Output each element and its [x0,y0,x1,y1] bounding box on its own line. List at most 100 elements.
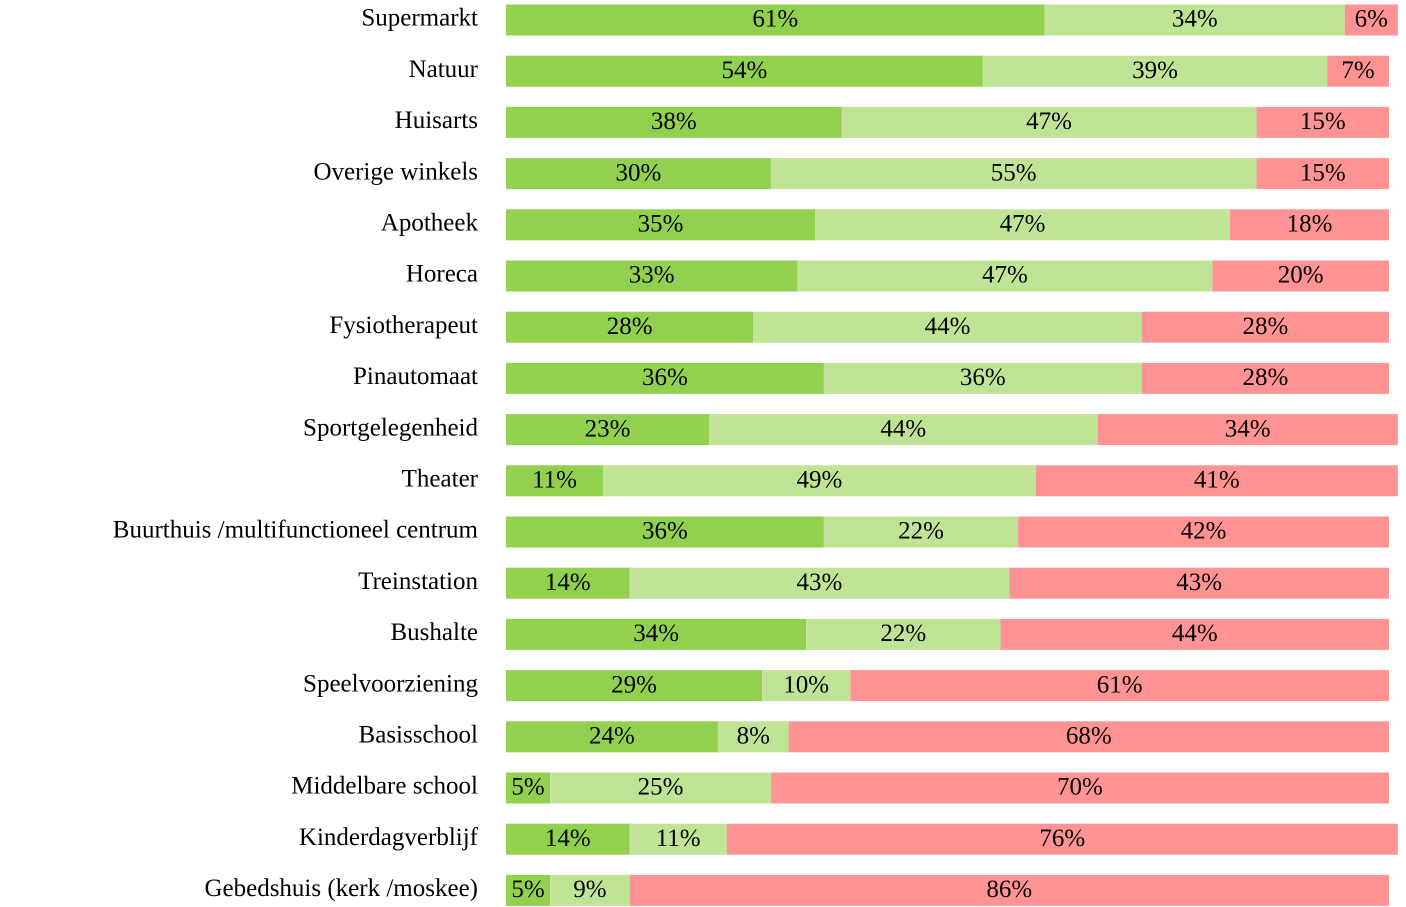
bar-segment [1044,4,1345,36]
bar-segment [1212,260,1389,292]
value-label: 55% [991,159,1037,186]
bar-segment [506,209,816,241]
value-label: 14% [545,825,591,852]
category-label: Buurthuis /multifunctioneel centrum [113,517,479,544]
category-label: Gebedshuis (kerk /moskee) [204,875,478,902]
value-label: 43% [797,569,843,596]
value-label: 28% [607,313,653,340]
bar-segment [726,823,1398,855]
value-label: 36% [642,518,688,545]
bar-segment [717,721,789,753]
bar-segment [1230,209,1389,241]
value-label: 36% [960,364,1006,391]
value-label: 38% [651,108,697,135]
bar-segment [1018,516,1389,548]
value-label: 47% [1026,108,1072,135]
bar-segment [506,772,551,804]
bar-segment [788,721,1389,753]
bar-segment [770,158,1257,190]
bar-segment [629,823,727,855]
bar-segment [1141,362,1389,394]
bar-segment [770,772,1389,804]
bar-segment [797,260,1213,292]
value-label: 39% [1132,57,1178,84]
bar-segment [815,209,1231,241]
value-label: 8% [737,723,770,750]
bar-segment [506,55,983,87]
category-label: Overige winkels [313,158,478,185]
bar-segment [506,823,630,855]
value-label: 22% [880,620,926,647]
value-label: 30% [616,159,662,186]
bar-segment [506,516,824,548]
bar-segment [506,465,604,497]
value-label: 41% [1194,467,1240,494]
bar-segment [506,670,763,702]
value-label: 15% [1300,159,1346,186]
bar-segment [506,874,551,906]
value-label: 42% [1181,518,1227,545]
value-label: 24% [589,723,635,750]
bar-segment [506,721,718,753]
bar-segment [506,414,710,446]
bar-segment [506,362,824,394]
bar-segment [506,618,807,650]
value-label: 6% [1355,6,1388,33]
value-label: 22% [898,518,944,545]
bar-segment [806,618,1001,650]
category-label: Pinautomaat [353,363,478,390]
bar-segment [550,874,630,906]
value-label: 11% [532,467,577,494]
category-label: Kinderdagverblijf [299,824,479,851]
category-label: Fysiotherapeut [329,312,478,339]
value-label: 70% [1057,774,1103,801]
bar-segment [823,362,1142,394]
value-label: 23% [585,415,631,442]
value-label: 14% [545,569,591,596]
value-label: 34% [1225,415,1271,442]
value-label: 68% [1066,723,1112,750]
value-label: 9% [573,876,606,903]
bar-segment [753,311,1142,343]
category-label: Horeca [406,261,478,288]
value-label: 61% [752,6,798,33]
value-label: 18% [1287,211,1333,238]
value-label: 54% [721,57,767,84]
bar-segment [506,158,771,190]
category-label: Theater [402,466,479,493]
value-label: 34% [633,620,679,647]
bar-segment [1256,106,1389,138]
value-label: 36% [642,364,688,391]
value-label: 33% [629,262,675,289]
value-label: 5% [511,774,544,801]
bar-segment [762,670,851,702]
value-label: 86% [986,876,1032,903]
category-label: Sportgelegenheid [303,414,478,441]
bar-segment [629,874,1389,906]
value-label: 61% [1097,671,1143,698]
value-label: 44% [880,415,926,442]
category-label: Apotheek [381,210,479,237]
bar-segment [506,311,754,343]
bar-segment [709,414,1098,446]
bar-segment [850,670,1389,702]
bar-segment [1009,567,1389,599]
bar-segment [1141,311,1389,343]
bar-segment [1035,465,1398,497]
bar-segment [1344,4,1398,36]
value-label: 25% [638,774,684,801]
category-label: Treinstation [358,568,478,595]
value-label: 28% [1242,313,1288,340]
category-label: Middelbare school [291,773,478,800]
value-label: 20% [1278,262,1324,289]
category-label: Speelvoorziening [303,670,478,697]
value-label: 28% [1242,364,1288,391]
value-label: 10% [783,671,829,698]
value-label: 44% [925,313,971,340]
category-label: Bushalte [391,619,479,646]
bar-segment [506,106,842,138]
value-label: 5% [511,876,544,903]
value-label: 29% [611,671,657,698]
value-label: 47% [1000,211,1046,238]
